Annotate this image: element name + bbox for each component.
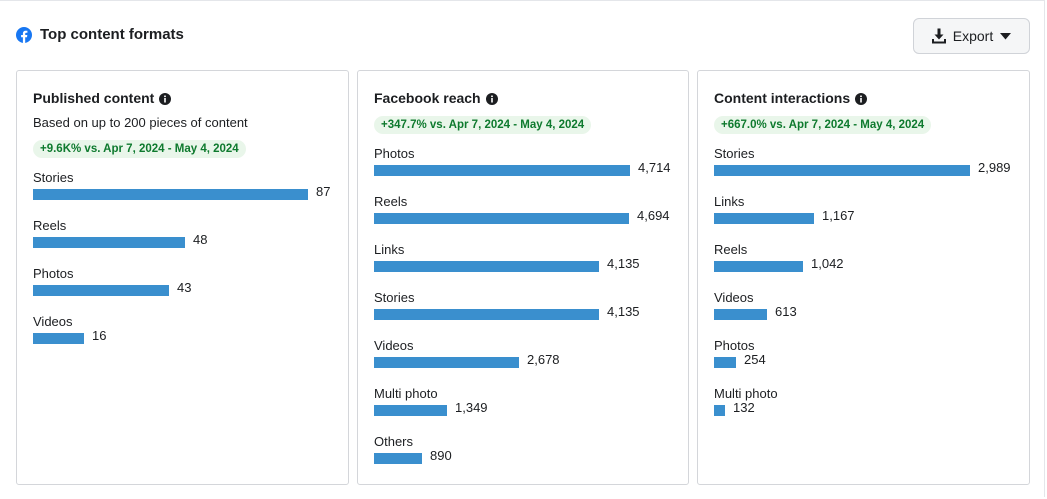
bar[interactable] bbox=[33, 333, 84, 344]
bar-value: 613 bbox=[775, 304, 797, 319]
comparison-badge: +667.0% vs. Apr 7, 2024 - May 4, 2024 bbox=[714, 116, 932, 134]
bar-label: Stories bbox=[714, 146, 755, 161]
bar-label: Reels bbox=[33, 218, 67, 233]
bar-label: Multi photo bbox=[374, 386, 438, 401]
bar-label: Photos bbox=[714, 338, 755, 353]
info-icon[interactable] bbox=[855, 92, 868, 105]
bar[interactable] bbox=[374, 357, 519, 368]
bar-label: Videos bbox=[374, 338, 414, 353]
bar-label: Stories bbox=[374, 290, 415, 305]
bar[interactable] bbox=[33, 189, 308, 200]
bar-label: Others bbox=[374, 434, 414, 449]
bar-label: Reels bbox=[374, 194, 408, 209]
bar[interactable] bbox=[33, 285, 169, 296]
comparison-badge: +347.7% vs. Apr 7, 2024 - May 4, 2024 bbox=[374, 116, 592, 134]
bar[interactable] bbox=[374, 309, 599, 320]
bar[interactable] bbox=[714, 165, 970, 176]
caret-down-icon bbox=[1000, 32, 1012, 40]
bar-value: 1,349 bbox=[455, 400, 488, 415]
bar-label: Videos bbox=[714, 290, 754, 305]
bar[interactable] bbox=[374, 213, 629, 224]
bar-value: 16 bbox=[92, 328, 107, 343]
bar-value: 254 bbox=[744, 352, 766, 367]
bar-label: Photos bbox=[33, 266, 74, 281]
bar-label: Links bbox=[374, 242, 405, 257]
download-icon bbox=[931, 28, 946, 44]
bar-value: 87 bbox=[316, 184, 331, 199]
bar-value: 1,042 bbox=[811, 256, 844, 271]
card-title-text: Published content bbox=[33, 90, 155, 106]
card-published-content: Published content Based on up to 200 pie… bbox=[16, 70, 349, 485]
bar[interactable] bbox=[374, 261, 599, 272]
comparison-badge: +9.6K% vs. Apr 7, 2024 - May 4, 2024 bbox=[33, 140, 246, 158]
bar-value: 2,989 bbox=[978, 160, 1011, 175]
bar-value: 4,694 bbox=[637, 208, 670, 223]
bar[interactable] bbox=[714, 213, 814, 224]
card-subtitle: Based on up to 200 pieces of content bbox=[33, 115, 248, 130]
bar[interactable] bbox=[714, 309, 767, 320]
bar-label: Links bbox=[714, 194, 745, 209]
bar[interactable] bbox=[374, 453, 422, 464]
bar-label: Reels bbox=[714, 242, 748, 257]
card-title: Facebook reach bbox=[374, 90, 498, 106]
facebook-icon bbox=[16, 26, 32, 43]
card-title: Content interactions bbox=[714, 90, 868, 106]
bar[interactable] bbox=[33, 237, 185, 248]
card-title-text: Facebook reach bbox=[374, 90, 481, 106]
section-title: Top content formats bbox=[40, 26, 184, 43]
card-title-text: Content interactions bbox=[714, 90, 851, 106]
card-title: Published content bbox=[33, 90, 172, 106]
bar[interactable] bbox=[714, 405, 725, 416]
info-icon[interactable] bbox=[159, 92, 172, 105]
info-icon[interactable] bbox=[485, 92, 498, 105]
bar-value: 43 bbox=[177, 280, 192, 295]
export-button[interactable]: Export bbox=[913, 18, 1030, 54]
bar-label: Multi photo bbox=[714, 386, 778, 401]
bar-value: 4,135 bbox=[607, 256, 640, 271]
card-content-interactions: Content interactions +667.0% vs. Apr 7, … bbox=[697, 70, 1030, 485]
bar-value: 4,714 bbox=[638, 160, 671, 175]
export-label: Export bbox=[952, 28, 994, 44]
bar[interactable] bbox=[714, 261, 803, 272]
bar-label: Stories bbox=[33, 170, 74, 185]
bar[interactable] bbox=[374, 405, 447, 416]
bar-value: 2,678 bbox=[527, 352, 560, 367]
bar-value: 48 bbox=[193, 232, 208, 247]
bar-value: 132 bbox=[733, 400, 755, 415]
bar[interactable] bbox=[714, 357, 736, 368]
bar[interactable] bbox=[374, 165, 630, 176]
bar-label: Videos bbox=[33, 314, 73, 329]
section-header: Top content formats bbox=[16, 26, 184, 43]
bar-value: 890 bbox=[430, 448, 452, 463]
bar-value: 4,135 bbox=[607, 304, 640, 319]
bar-value: 1,167 bbox=[822, 208, 855, 223]
card-facebook-reach: Facebook reach +347.7% vs. Apr 7, 2024 -… bbox=[357, 70, 689, 485]
bar-label: Photos bbox=[374, 146, 415, 161]
